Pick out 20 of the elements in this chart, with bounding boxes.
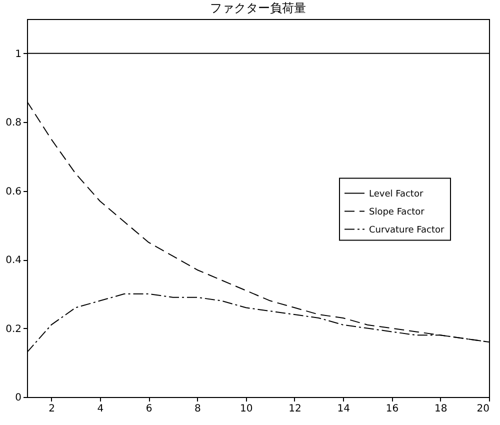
y-tick-label: 0.4 <box>6 255 22 266</box>
y-tick-label: 0.8 <box>6 118 22 129</box>
legend-label: Curvature Factor <box>369 225 445 236</box>
x-tick-label: 6 <box>146 404 152 414</box>
y-tick-label: 0.6 <box>6 186 22 198</box>
x-tick-label: 2 <box>48 404 56 414</box>
y-tick-label: 1 <box>15 48 22 60</box>
y-tick-label: 0.2 <box>6 324 22 335</box>
x-tick-label: 18 <box>434 404 448 414</box>
y-tick-label: 0 <box>15 392 22 404</box>
x-tick-label: 16 <box>386 404 399 414</box>
x-tick-label: 14 <box>337 404 350 414</box>
x-tick-label: 20 <box>476 404 490 414</box>
x-tick-label: 8 <box>194 404 201 414</box>
legend-label: Level Factor <box>369 189 424 200</box>
chart-title: ファクター負荷量 <box>210 1 306 15</box>
legend-label: Slope Factor <box>369 207 425 218</box>
x-tick-label: 10 <box>240 404 253 414</box>
x-tick-label: 12 <box>288 404 302 414</box>
x-tick-label: 4 <box>97 404 104 414</box>
